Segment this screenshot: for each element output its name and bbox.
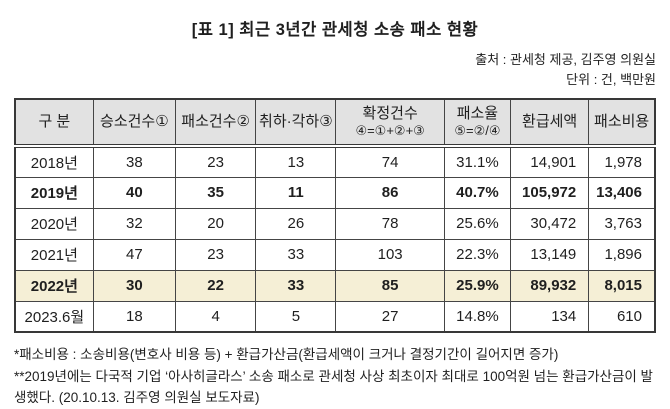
table-cell: 13	[255, 145, 337, 178]
table-cell: 25.6%	[443, 207, 512, 240]
column-header: 구 분	[14, 98, 94, 148]
footnote: **2019년에는 다국적 기업 ‘아사히글라스’ 소송 패소로 관세청 사상 …	[14, 368, 653, 405]
table-cell: 18	[92, 300, 176, 333]
table-row: 2020년 32 20 26 78 25.6% 30,472 3,763	[14, 207, 656, 240]
row-label: 2021년	[14, 238, 94, 271]
unit-note: 단위 : 건, 백만원	[566, 71, 656, 87]
table-cell: 13,406	[588, 176, 656, 209]
table-cell: 103	[335, 238, 445, 271]
row-label: 2019년	[14, 176, 94, 209]
column-header: 취하·각하③	[255, 98, 337, 148]
table-cell: 23	[174, 238, 257, 271]
table-cell: 47	[92, 238, 176, 271]
table-header: 구 분 승소건수① 패소건수② 취하·각하③ 확정건수 ④=①+②+③ 패소율 ⑤=②/④ 환급…	[14, 98, 656, 148]
table-cell: 78	[335, 207, 445, 240]
table-cell: 89,932	[510, 269, 590, 302]
footnote: *패소비용 : 소송비용(변호사 비용 등) + 환급가산금(환급세액이 크거나…	[14, 347, 559, 362]
table-cell: 33	[255, 269, 337, 302]
table-row: 2018년 38 23 13 74 31.1% 14,901 1,978	[14, 145, 656, 178]
column-header-label: 구 분	[38, 113, 71, 131]
column-header: 승소건수①	[92, 98, 176, 148]
table-cell: 40	[92, 176, 176, 209]
table-cell: 85	[335, 269, 445, 302]
table-cell: 610	[588, 300, 656, 333]
table-row: 2019년 40 35 11 86 40.7% 105,972 13,406	[14, 176, 656, 209]
table-cell: 105,972	[510, 176, 590, 209]
table-cell: 3,763	[588, 207, 656, 240]
column-header: 환급세액	[510, 98, 590, 148]
table-cell: 20	[174, 207, 257, 240]
table-cell: 33	[255, 238, 337, 271]
table-cell: 1,896	[588, 238, 656, 271]
table-cell: 27	[335, 300, 445, 333]
table-cell: 13,149	[510, 238, 590, 271]
column-header-label: 패소율	[456, 104, 499, 122]
header-row: 구 분 승소건수① 패소건수② 취하·각하③ 확정건수 ④=①+②+③ 패소율 ⑤=②/④ 환급…	[14, 98, 656, 148]
table-meta: 출처 : 관세청 제공, 김주영 의원실 단위 : 건, 백만원	[14, 50, 656, 89]
table-cell: 134	[510, 300, 590, 333]
column-header-label: 확정건수	[362, 104, 418, 122]
column-header-label: 패소건수②	[181, 113, 250, 131]
table-cell: 4	[174, 300, 257, 333]
column-header-label: 승소건수①	[100, 113, 169, 131]
column-header-label: 패소비용	[594, 113, 650, 131]
column-header: 패소비용	[588, 98, 656, 148]
table-cell: 30	[92, 269, 176, 302]
table-cell: 22	[174, 269, 257, 302]
table-cell: 14.8%	[443, 300, 512, 333]
table-cell: 11	[255, 176, 337, 209]
table-cell: 8,015	[588, 269, 656, 302]
table-cell: 31.1%	[443, 145, 512, 178]
table-cell: 14,901	[510, 145, 590, 178]
table-cell: 32	[92, 207, 176, 240]
table-cell: 5	[255, 300, 337, 333]
table-cell: 23	[174, 145, 257, 178]
column-header: 패소율 ⑤=②/④	[443, 98, 512, 148]
table-cell: 74	[335, 145, 445, 178]
table-row: 2022년 30 22 33 85 25.9% 89,932 8,015	[14, 269, 656, 302]
data-table: 구 분 승소건수① 패소건수② 취하·각하③ 확정건수 ④=①+②+③ 패소율 ⑤=②/④ 환급…	[14, 98, 656, 333]
table-cell: 30,472	[510, 207, 590, 240]
column-header-label: 환급세액	[522, 113, 578, 131]
column-header-label: 취하·각하③	[259, 113, 333, 131]
column-header-formula: ④=①+②+③	[355, 123, 425, 139]
row-label: 2023.6월	[14, 300, 94, 333]
row-label: 2018년	[14, 145, 94, 178]
table-row: 2021년 47 23 33 103 22.3% 13,149 1,896	[14, 238, 656, 271]
table-cell: 35	[174, 176, 257, 209]
table-row: 2023.6월 18 4 5 27 14.8% 134 610	[14, 300, 656, 333]
table-body: 2018년 38 23 13 74 31.1% 14,901 1,978 2019년 40 35 11…	[14, 145, 656, 333]
table-cell: 38	[92, 145, 176, 178]
table-cell: 22.3%	[443, 238, 512, 271]
column-header: 확정건수 ④=①+②+③	[335, 98, 445, 148]
source-note: 출처 : 관세청 제공, 김주영 의원실	[475, 52, 656, 67]
table-cell: 86	[335, 176, 445, 209]
table-cell: 1,978	[588, 145, 656, 178]
footnotes: *패소비용 : 소송비용(변호사 비용 등) + 환급가산금(환급세액이 크거나…	[14, 345, 656, 409]
table-cell: 26	[255, 207, 337, 240]
row-label: 2022년	[14, 269, 94, 302]
column-header: 패소건수②	[174, 98, 257, 148]
table-cell: 25.9%	[443, 269, 512, 302]
table-cell: 40.7%	[443, 176, 512, 209]
page-title: [표 1] 최근 3년간 관세청 소송 패소 현황	[191, 21, 479, 39]
row-label: 2020년	[14, 207, 94, 240]
column-header-formula: ⑤=②/④	[454, 123, 501, 139]
